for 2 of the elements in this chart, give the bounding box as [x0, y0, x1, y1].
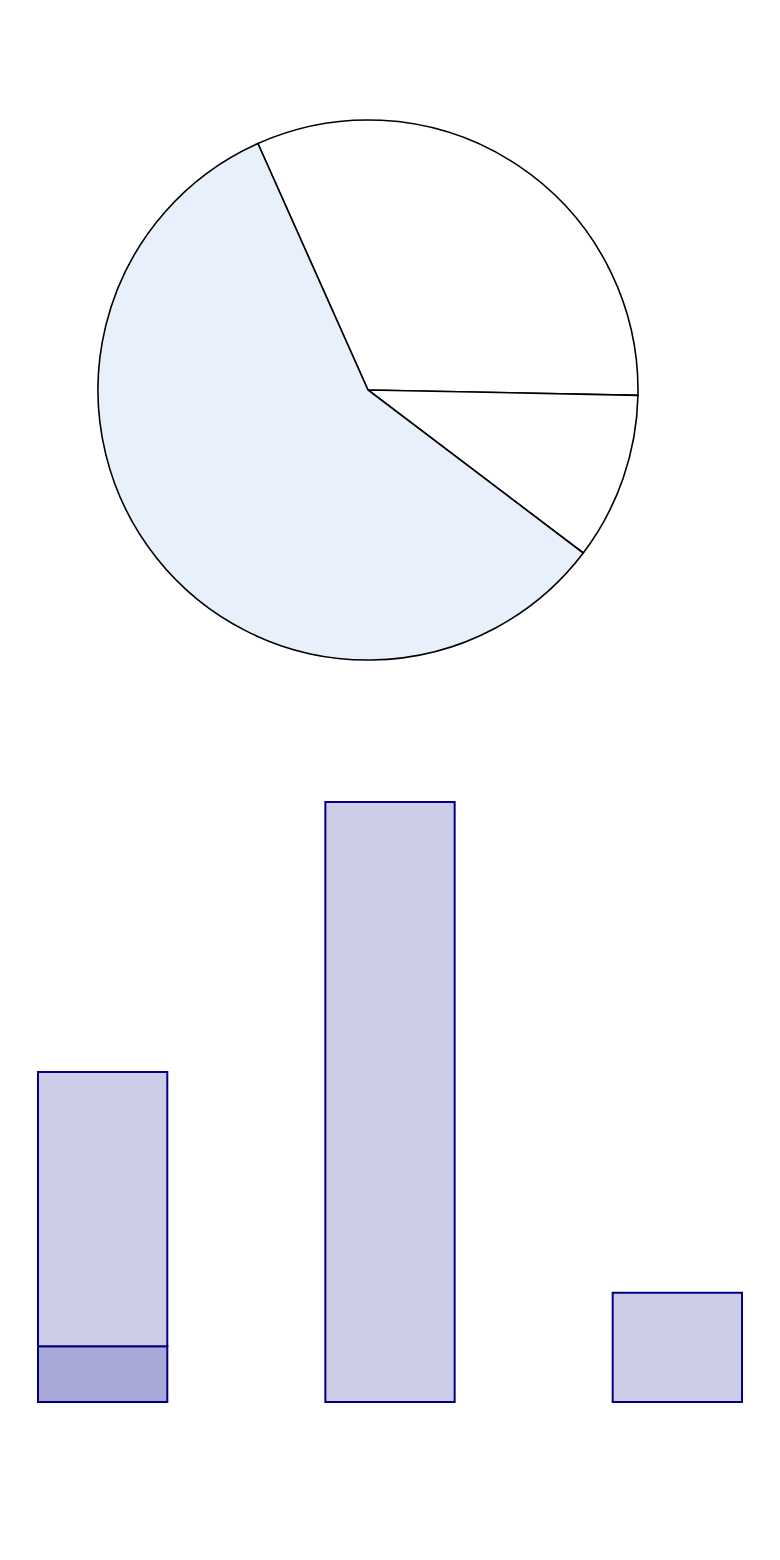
bar — [324, 801, 456, 1403]
bar — [611, 1291, 743, 1403]
